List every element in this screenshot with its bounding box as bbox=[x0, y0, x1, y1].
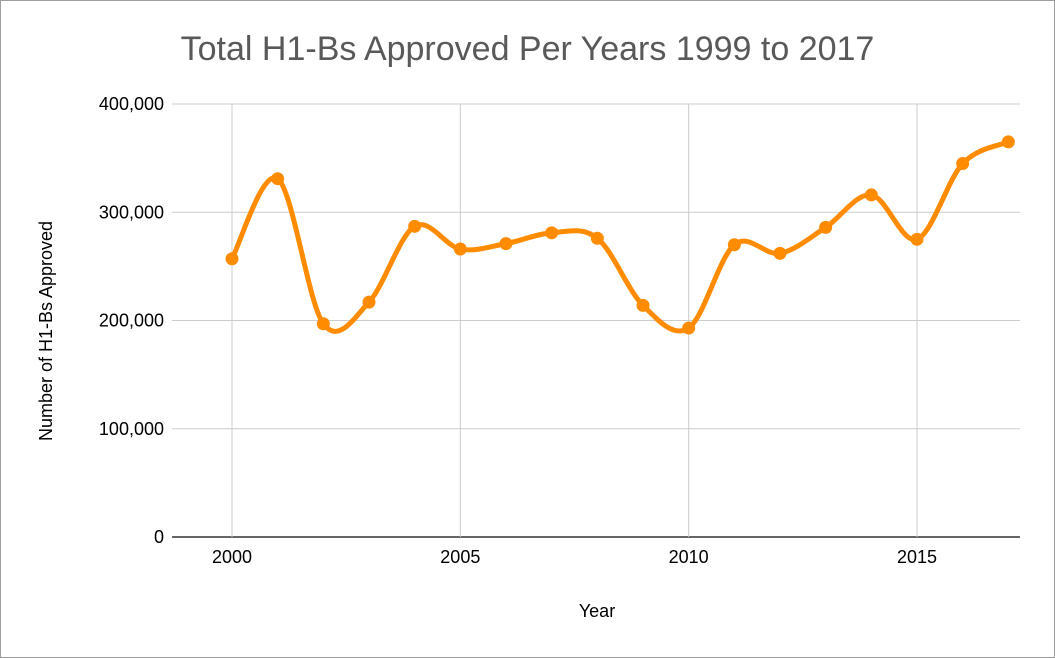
x-axis-ticks: 2000 2005 2010 2015 bbox=[212, 547, 937, 567]
data-point bbox=[864, 188, 878, 202]
y-axis-ticks: 0 100,000 200,000 300,000 400,000 bbox=[99, 94, 164, 547]
data-point bbox=[636, 298, 650, 312]
y-tick-label: 400,000 bbox=[99, 94, 164, 114]
x-axis-label: Year bbox=[579, 601, 615, 621]
y-tick-label: 100,000 bbox=[99, 419, 164, 439]
y-tick-label: 300,000 bbox=[99, 202, 164, 222]
data-point bbox=[1001, 135, 1015, 149]
data-point bbox=[362, 295, 376, 309]
x-tick-label: 2000 bbox=[212, 547, 252, 567]
data-point bbox=[682, 321, 696, 335]
data-point bbox=[271, 172, 285, 186]
x-tick-label: 2005 bbox=[440, 547, 480, 567]
data-point bbox=[225, 252, 239, 266]
series-line bbox=[229, 139, 1011, 334]
data-point bbox=[499, 237, 513, 251]
y-tick-label: 0 bbox=[154, 527, 164, 547]
x-tick-label: 2015 bbox=[897, 547, 937, 567]
chart-title: Total H1-Bs Approved Per Years 1999 to 2… bbox=[180, 30, 875, 68]
x-tick-label: 2010 bbox=[669, 547, 709, 567]
y-tick-label: 200,000 bbox=[99, 311, 164, 331]
grid-lines bbox=[172, 103, 1020, 538]
data-point bbox=[727, 238, 741, 252]
data-point bbox=[819, 220, 833, 234]
data-point bbox=[773, 246, 787, 260]
series-group bbox=[225, 135, 1015, 335]
data-point bbox=[545, 226, 559, 240]
data-point bbox=[956, 157, 970, 171]
data-point bbox=[408, 219, 422, 233]
data-point bbox=[910, 232, 924, 246]
data-point bbox=[316, 317, 330, 331]
y-axis-label: Number of H1-Bs Approved bbox=[36, 221, 56, 441]
data-point bbox=[453, 242, 467, 256]
data-point bbox=[590, 231, 604, 245]
